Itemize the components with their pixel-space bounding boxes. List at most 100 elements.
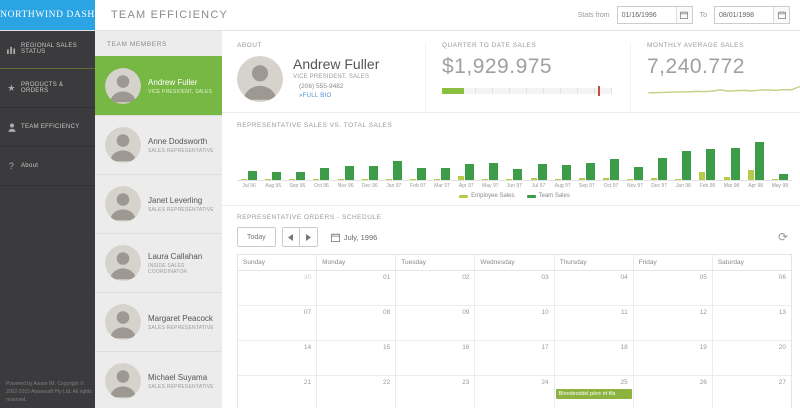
- calendar-day-cell[interactable]: 17: [475, 341, 555, 375]
- next-month-button[interactable]: [299, 227, 318, 247]
- schedule-title: REPRESENTATIVE ORDERS - SCHEDULE: [237, 214, 382, 221]
- sidebar-item-regional-sales-status[interactable]: REGIONAL SALES STATUS: [0, 30, 95, 69]
- x-axis-label: Oct 96: [314, 183, 329, 189]
- team-sales-bar: [296, 171, 306, 180]
- calendar-day-cell[interactable]: 09: [396, 306, 476, 340]
- legend-swatch: [459, 194, 469, 198]
- bar-group: [647, 158, 671, 180]
- employee-sales-bar: [723, 176, 730, 180]
- legend-item: Team Sales: [526, 193, 570, 199]
- team-member-list: Andrew Fuller VICE PRESIDENT, SALES Anne…: [95, 56, 222, 408]
- day-number: 06: [778, 274, 786, 281]
- calendar-event[interactable]: Blondesddsl père et fils: [555, 389, 632, 399]
- day-number: 10: [541, 309, 549, 316]
- date-filter: Stats from To: [578, 6, 800, 24]
- day-number: 05: [699, 274, 707, 281]
- calendar-day-cell[interactable]: 24: [475, 376, 555, 408]
- calendar-day-cell[interactable]: 13: [713, 306, 791, 340]
- day-number: 25: [620, 379, 628, 386]
- x-axis-label: Nov 97: [627, 183, 643, 189]
- day-number: 30: [303, 274, 312, 281]
- bar-chart-legend: Employee Sales Team Sales: [237, 193, 792, 199]
- bar-group: [502, 168, 526, 180]
- calendar-day-cell[interactable]: 06: [713, 271, 791, 305]
- x-axis-label: Jul 97: [531, 183, 546, 189]
- calendar-day-cell[interactable]: 11: [555, 306, 634, 340]
- calendar-week-row: 14 15 16 17 18 19 20: [238, 341, 791, 376]
- prev-month-button[interactable]: [281, 227, 300, 247]
- calendar-day-cell[interactable]: 03: [475, 271, 555, 305]
- bar-group: [261, 172, 285, 180]
- calendar-day-cell[interactable]: 27: [713, 376, 791, 408]
- team-member[interactable]: Laura Callahan INSIDE SALES COORDINATOR: [95, 233, 222, 292]
- calendar-day-cell[interactable]: 21: [238, 376, 318, 408]
- day-number: 15: [383, 344, 391, 351]
- team-sales-bar: [658, 158, 668, 180]
- day-number: 03: [541, 274, 549, 281]
- team-sales-bar: [248, 171, 258, 180]
- member-name: Margaret Peacock: [148, 313, 213, 323]
- team-member[interactable]: Anne Dodsworth SALES REPRESENTATIVE: [95, 115, 222, 174]
- calendar-day-cell[interactable]: 23: [396, 376, 476, 408]
- day-header: Sunday: [238, 255, 318, 270]
- day-number: 23: [462, 379, 470, 386]
- calendar-day-cell[interactable]: 26: [634, 376, 713, 408]
- team-sales-bar: [344, 165, 354, 180]
- sidebar-item-products-orders[interactable]: ★ PRODUCTS & ORDERS: [0, 69, 95, 108]
- team-sales-bar: [682, 151, 692, 180]
- member-role: SALES REPRESENTATIVE: [148, 206, 214, 213]
- bar-group: [430, 168, 454, 180]
- day-header: Wednesday: [475, 255, 555, 270]
- stats-from-input[interactable]: [617, 11, 676, 19]
- stats-to-input[interactable]: [715, 11, 773, 19]
- calendar-day-cell[interactable]: 18: [555, 341, 634, 375]
- day-number: 13: [778, 309, 786, 316]
- calendar-day-cell[interactable]: 16: [396, 341, 476, 375]
- monthly-average-label: MONTHLY AVERAGE SALES: [647, 42, 744, 49]
- sidebar-item-about[interactable]: ? About: [0, 147, 95, 186]
- day-number: 19: [699, 344, 707, 351]
- calendar-day-cell[interactable]: 02: [396, 271, 476, 305]
- question-icon: ?: [8, 161, 15, 171]
- day-header: Friday: [634, 255, 713, 270]
- avatar: [105, 68, 141, 104]
- team-member[interactable]: Andrew Fuller VICE PRESIDENT, SALES: [95, 56, 222, 115]
- day-header: Tuesday: [396, 255, 476, 270]
- team-member[interactable]: Michael Suyama SALES REPRESENTATIVE: [95, 351, 222, 408]
- calendar-day-headers: Sunday Monday Tuesday Wednesday Thursday Frid…: [238, 255, 791, 271]
- team-member[interactable]: Janet Leverling SALES REPRESENTATIVE: [95, 174, 222, 233]
- refresh-icon[interactable]: ⟳: [777, 230, 788, 244]
- calendar-day-cell[interactable]: 08: [317, 306, 397, 340]
- bar-chart-x-labels: Jul 96 Aug 96 Sep 96 Oct 96 Nov 96 Dec 96 Jan …: [237, 183, 792, 189]
- avatar: [105, 127, 141, 163]
- calendar-icon[interactable]: [675, 7, 692, 23]
- x-axis-label: Sep 96: [289, 183, 306, 189]
- qtd-bullet-chart: [442, 86, 612, 96]
- calendar-day-cell[interactable]: 04: [555, 271, 634, 305]
- calendar-icon: [330, 232, 340, 242]
- calendar-icon[interactable]: [773, 7, 789, 23]
- calendar-day-cell[interactable]: 19: [634, 341, 713, 375]
- monthly-average-kpi: MONTHLY AVERAGE SALES 7,240.772: [630, 42, 800, 112]
- calendar-day-cell[interactable]: 22: [317, 376, 397, 408]
- calendar-day-cell[interactable]: 20: [713, 341, 791, 375]
- calendar-week-row: 21 22 23 24 25 Blondesddsl père et fils 26 27: [238, 376, 791, 408]
- calendar-day-cell[interactable]: 14: [238, 341, 318, 375]
- calendar-day-cell[interactable]: 25 Blondesddsl père et fils: [555, 376, 634, 408]
- team-member[interactable]: Margaret Peacock SALES REPRESENTATIVE: [95, 292, 222, 351]
- bar-group: [454, 163, 478, 180]
- x-axis-label: Feb 97: [410, 183, 426, 189]
- calendar-day-cell[interactable]: 05: [634, 271, 713, 305]
- calendar-day-cell[interactable]: 10: [475, 306, 555, 340]
- calendar-day-cell[interactable]: 01: [317, 271, 397, 305]
- calendar-day-cell[interactable]: 07: [238, 306, 318, 340]
- calendar-day-cell[interactable]: 15: [317, 341, 397, 375]
- calendar-day-cell[interactable]: 30: [238, 271, 318, 305]
- calendar-day-cell[interactable]: 12: [634, 306, 713, 340]
- sidebar-item-label: About: [21, 163, 39, 169]
- day-number: 11: [620, 309, 628, 316]
- today-button[interactable]: Today: [237, 227, 276, 247]
- member-role: SALES REPRESENTATIVE: [148, 324, 214, 331]
- full-bio-link[interactable]: »FULL BIO: [299, 93, 332, 99]
- sidebar-item-team-efficiency[interactable]: TEAM EFFICIENCY: [0, 108, 95, 147]
